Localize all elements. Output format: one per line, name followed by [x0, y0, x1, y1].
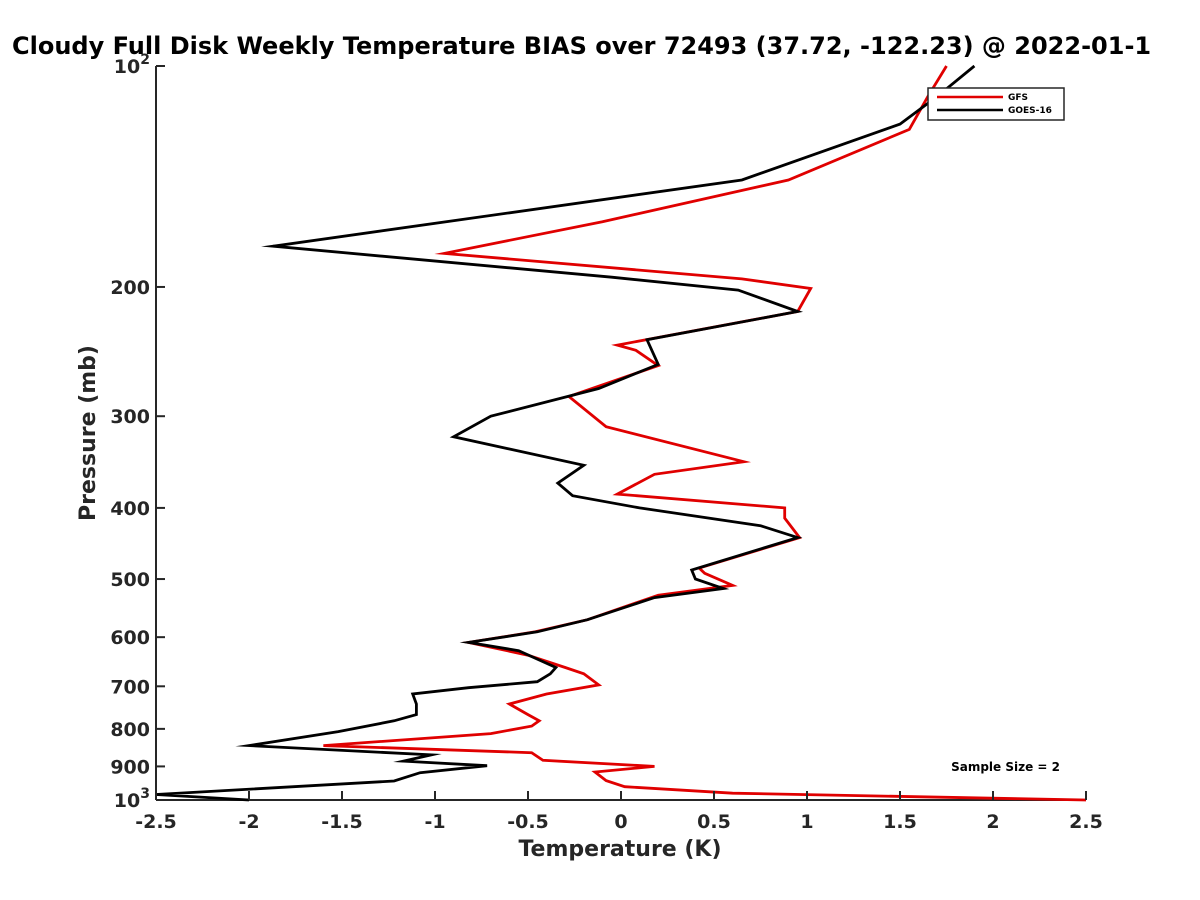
y-tick-exponent: 3	[140, 786, 150, 802]
y-tick-label: 300	[110, 406, 150, 428]
x-tick-label: -2	[238, 811, 259, 833]
sample-size-annotation: Sample Size = 2	[951, 760, 1060, 774]
y-tick-label: 500	[110, 569, 150, 591]
x-tick-label: -2.5	[135, 811, 177, 833]
series-layer	[155, 64, 1087, 802]
y-tick-label: 103	[114, 786, 150, 812]
y-tick-label: 600	[110, 627, 150, 649]
y-tick-label: 200	[110, 277, 150, 299]
y-tick-label: 700	[110, 676, 150, 698]
y-tick-label: 800	[110, 719, 150, 741]
x-tick-label: 0.5	[697, 811, 731, 833]
y-tick-label: 900	[110, 756, 150, 778]
legend: GFS GOES-16	[927, 87, 1065, 121]
x-tick-label: -0.5	[507, 811, 549, 833]
x-tick-label: -1.5	[321, 811, 363, 833]
y-axis-ticks: 102 200 300 400 500 600 700 800 900 103	[110, 52, 165, 812]
series-line-gfs	[323, 65, 1087, 802]
series-line-goes-16	[155, 64, 976, 802]
x-tick-label: 2.5	[1069, 811, 1103, 833]
x-axis-label: Temperature (K)	[518, 837, 721, 862]
x-tick-label: 2	[986, 811, 999, 833]
y-tick-exponent: 2	[140, 52, 150, 68]
x-tick-label: -1	[424, 811, 445, 833]
legend-label: GOES-16	[1008, 106, 1052, 116]
legend-label: GFS	[1008, 93, 1028, 103]
chart-title: Cloudy Full Disk Weekly Temperature BIAS…	[12, 32, 1151, 60]
x-tick-label: 0	[614, 811, 627, 833]
y-axis-label: Pressure (mb)	[76, 345, 101, 521]
legend-box	[927, 87, 1065, 121]
y-tick-label: 400	[110, 498, 150, 520]
x-axis-ticks: -2.5 -2 -1.5 -1 -0.5 0 0.5 1 1.5 2 2.5	[135, 791, 1103, 833]
y-tick-label: 102	[114, 52, 150, 78]
plot-frame	[155, 66, 1086, 801]
x-tick-label: 1	[800, 811, 813, 833]
x-tick-label: 1.5	[883, 811, 917, 833]
